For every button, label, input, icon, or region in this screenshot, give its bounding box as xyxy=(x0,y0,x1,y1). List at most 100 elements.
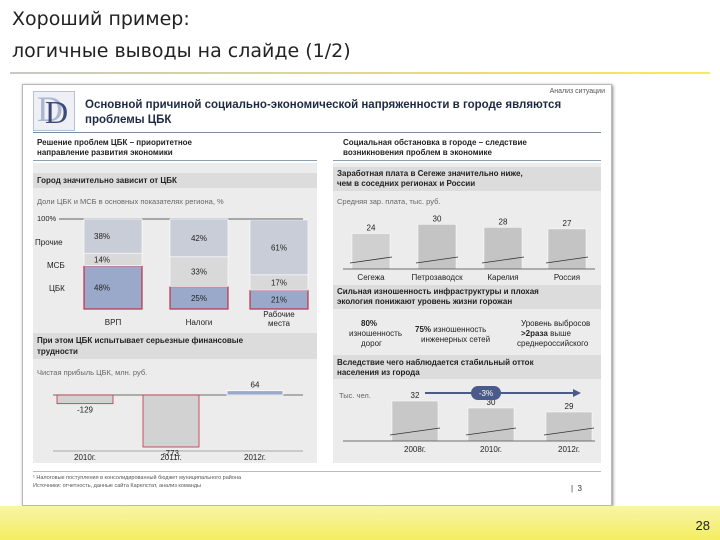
salary-bar-3 xyxy=(547,228,587,270)
slide-tag: Анализ ситуации xyxy=(549,88,605,95)
salary-title-2: чем в соседних регионах и России xyxy=(337,179,476,188)
profit-value-0: -129 xyxy=(77,406,94,415)
share-segment-0-МСБ xyxy=(83,252,143,267)
row-label-msb: МСБ xyxy=(47,261,65,270)
share-label-2-ЦБК: 21% xyxy=(271,296,287,305)
logo: D D xyxy=(33,89,75,131)
salary-axis-break-1 xyxy=(415,256,459,264)
salary-chart: 24 Сегежа 30 Петрозаводск 28 Карелия 27 Россия xyxy=(343,214,595,282)
profit-year-0: 2010г. xyxy=(74,453,96,462)
headline-rule xyxy=(33,132,601,133)
title-line-2: логичные выводы на слайде (1/2) xyxy=(12,40,351,62)
infra-networks-line2: инженерных сетей xyxy=(421,335,491,344)
population-value-2: 29 xyxy=(565,402,574,411)
salary-label-0: Сегежа xyxy=(357,273,385,282)
finance-title-1: При этом ЦБК испытывает серьезные финанс… xyxy=(37,336,244,345)
population-bar-0 xyxy=(391,400,439,442)
salary-value-3: 27 xyxy=(563,219,572,228)
slide-page-number: | 3 xyxy=(571,484,582,493)
profit-bar-2 xyxy=(226,390,284,396)
share-chart: 100% Прочие МСБ ЦБК 48% 14% 38% 25% 33% 42% 21… xyxy=(35,214,309,328)
share-label-1-ЦБК: 25% xyxy=(191,294,207,303)
share-label-2-Прочие: 61% xyxy=(271,243,287,252)
footnote-rule xyxy=(33,471,601,472)
profit-bar-1 xyxy=(142,394,200,448)
bar-label-vrp: ВРП xyxy=(105,318,122,327)
headline-line-1: Основной причиной социально-экономическо… xyxy=(85,99,562,111)
population-subtitle: Тыс. чел. xyxy=(339,391,371,400)
chart1-title: Город значительно зависит от ЦБК xyxy=(37,176,177,185)
population-change-badge xyxy=(471,386,501,400)
salary-header xyxy=(333,167,601,191)
population-axis-break-1 xyxy=(465,427,517,436)
salary-label-2: Карелия xyxy=(487,273,518,282)
chart1-header xyxy=(33,173,317,188)
logo-letter-back: D xyxy=(37,89,63,129)
infra-title-2: экология понижают уровень жизни горожан xyxy=(337,297,513,306)
share-label-0-ЦБК: 48% xyxy=(94,283,110,292)
infra-roads-value: 80% xyxy=(361,319,378,328)
infra-roads-line1: изношенность xyxy=(349,329,402,338)
population-trend-arrowhead xyxy=(573,389,581,397)
population-title-1: Вследствие чего наблюдается стабильный о… xyxy=(337,358,534,367)
infra-emissions-mid: >2раза выше xyxy=(521,329,571,338)
salary-subtitle: Средняя зар. плата, тыс. руб. xyxy=(337,197,441,206)
population-change-text: -3% xyxy=(479,389,493,398)
headline-line-2: проблемы ЦБК xyxy=(85,114,172,126)
share-label-0-МСБ: 14% xyxy=(94,256,110,265)
population-year-2: 2012г. xyxy=(558,445,580,454)
share-segment-1-Прочие xyxy=(169,218,229,258)
chart1-subtitle: Доли ЦБК и МСБ в основных показателях ре… xyxy=(37,197,224,206)
population-title-2: населения из города xyxy=(337,368,420,377)
left-sub-rule xyxy=(33,160,317,161)
population-value-0: 32 xyxy=(411,391,420,400)
salary-label-3: Россия xyxy=(554,273,580,282)
share-segment-0-ЦБК xyxy=(83,265,143,310)
right-subheading-1: Социальная обстановка в городе – следств… xyxy=(343,138,527,147)
bar-label-jobs-2: места xyxy=(268,319,291,328)
salary-bar-2 xyxy=(483,227,523,270)
chart1-ytop: 100% xyxy=(37,214,57,223)
salary-value-2: 28 xyxy=(499,217,508,226)
salary-bar-0 xyxy=(351,233,391,270)
infra-header xyxy=(333,285,601,309)
salary-axis-break-0 xyxy=(349,256,393,264)
title-line-1: Хороший пример: xyxy=(12,8,190,30)
row-label-cbk: ЦБК xyxy=(49,284,65,293)
population-value-1: 30 xyxy=(487,398,496,407)
slide-page-value: 3 xyxy=(577,484,582,493)
logo-letter: D xyxy=(45,94,69,130)
row-label-other: Прочие xyxy=(35,238,63,247)
infra-emissions-line1: Уровень выбросов xyxy=(521,319,591,328)
infra-emissions-value: >2раза xyxy=(521,329,548,338)
share-label-0-Прочие: 38% xyxy=(94,232,110,241)
right-subheading-2: возникновения проблем в экономике xyxy=(343,148,492,157)
title-divider xyxy=(10,72,710,74)
profit-year-2: 2012г. xyxy=(244,453,266,462)
population-year-1: 2010г. xyxy=(480,445,502,454)
infra-emissions-line3: среднероссийского xyxy=(517,339,589,348)
infra-networks: 75% изношенность xyxy=(415,325,486,334)
left-subheading-2: направление развития экономики xyxy=(37,148,173,157)
infra-emissions-line2: выше xyxy=(550,329,571,338)
embedded-slide: Анализ ситуации D D Основной причиной со… xyxy=(22,84,612,506)
infra-roads-line2: дорог xyxy=(361,339,382,348)
profit-value-2: 64 xyxy=(251,381,260,390)
share-label-1-Прочие: 42% xyxy=(191,234,207,243)
left-subheading-1: Решение проблем ЦБК – приоритетное xyxy=(37,138,192,147)
population-chart: 32 2008г. 30 2010г. 29 2012г. -3% xyxy=(343,386,595,454)
salary-title-1: Заработная плата в Сегеже значительно ни… xyxy=(337,169,523,178)
share-segment-2-Прочие xyxy=(249,219,309,276)
population-year-0: 2008г. xyxy=(404,445,426,454)
footnote-2: Источники: отчетность, данные сайта Каре… xyxy=(33,483,201,489)
finance-title-2: трудности xyxy=(37,347,78,356)
share-segment-1-МСБ xyxy=(169,256,229,287)
population-header xyxy=(333,355,601,379)
population-bar-2 xyxy=(545,411,593,442)
profit-bar-0 xyxy=(56,394,114,405)
population-bar-1 xyxy=(467,407,515,442)
salary-label-1: Петрозаводск xyxy=(411,273,463,282)
bar-label-taxes: Налоги xyxy=(186,318,213,327)
share-label-1-МСБ: 33% xyxy=(191,268,207,277)
